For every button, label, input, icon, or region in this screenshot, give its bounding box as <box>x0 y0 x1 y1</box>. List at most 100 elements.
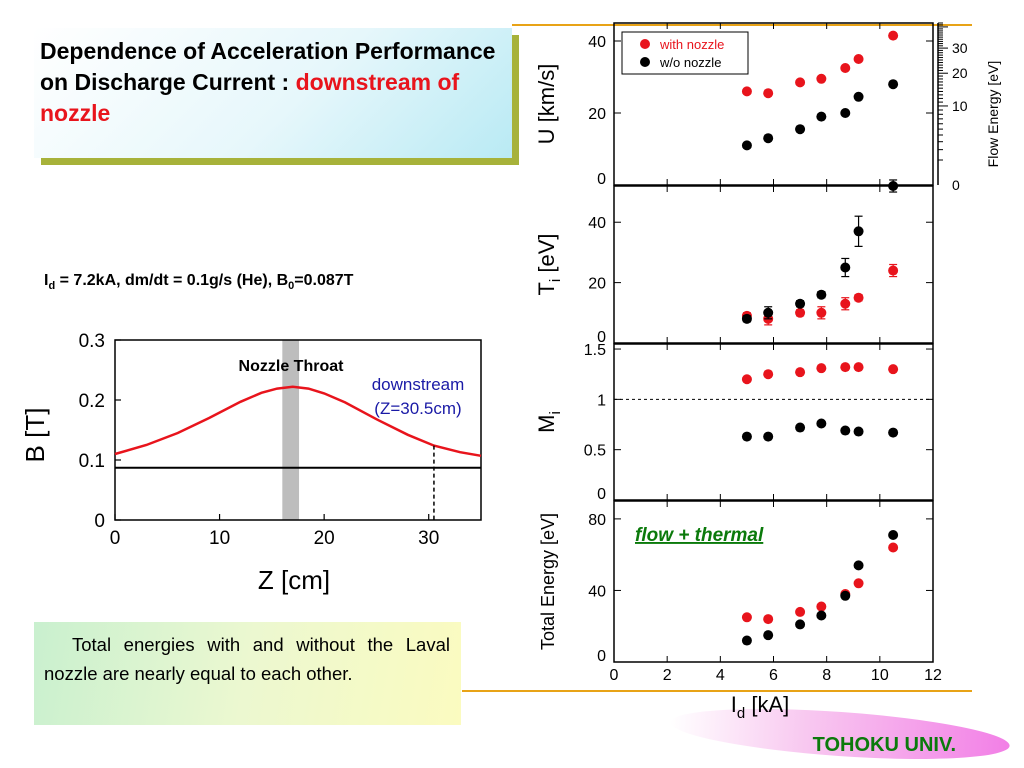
cond-current-symbol: I <box>44 272 49 289</box>
y-tick-label: 1.5 <box>584 342 606 359</box>
y-axis-label: Ti [eV] <box>534 233 564 295</box>
x-axis-label-unit: [kA] <box>745 692 789 717</box>
y-tick-label: 0.2 <box>79 391 105 412</box>
point-without-nozzle <box>840 590 851 601</box>
nozzle-throat-band <box>282 340 300 520</box>
plot-frame <box>114 339 482 521</box>
footer-university: TOHOKU UNIV. <box>812 734 956 756</box>
y-tick-label: 20 <box>588 106 606 123</box>
point-without-nozzle <box>853 91 864 102</box>
point-with-nozzle <box>888 364 899 375</box>
point-without-nozzle <box>795 422 806 433</box>
y-tick-label: 0 <box>597 171 606 188</box>
x-axis-label-text: I <box>731 692 737 717</box>
point-with-nozzle <box>840 298 851 309</box>
point-without-nozzle <box>888 529 899 540</box>
x-axis-label: Z [cm] <box>258 565 330 595</box>
point-with-nozzle <box>888 265 899 276</box>
field-profile-line <box>114 385 482 458</box>
legend-box <box>621 31 749 75</box>
panel-3: 0 0.5 1 1.5 Mi <box>534 342 934 503</box>
note-text: Total energies with and without the Lava… <box>44 634 450 684</box>
accent-line-bottom <box>462 690 972 692</box>
x-tick-label: 12 <box>924 667 942 684</box>
y-tick-label: 0 <box>597 648 606 665</box>
point-with-nozzle <box>853 578 864 589</box>
point-with-nozzle <box>816 363 827 374</box>
point-with-nozzle <box>816 601 827 612</box>
point-with-nozzle <box>763 369 774 380</box>
y-axis-label-sub: i <box>547 279 564 282</box>
y-tick-label: 1 <box>597 392 606 409</box>
point-with-nozzle <box>795 77 806 88</box>
point-with-nozzle <box>853 54 864 64</box>
point-without-nozzle <box>853 226 864 237</box>
downstream-label: downstream <box>372 375 465 394</box>
point-without-nozzle <box>853 560 864 571</box>
panel-frame <box>613 185 934 344</box>
cond-current-sub: d <box>48 280 56 293</box>
point-with-nozzle <box>853 292 864 303</box>
panel-annotation: flow + thermal <box>635 525 764 546</box>
y-tick-label: 0 <box>597 486 606 503</box>
point-without-nozzle <box>741 635 752 646</box>
point-without-nozzle <box>888 427 899 438</box>
y-axis-label-sub: i <box>547 411 564 414</box>
y-tick-label: 0 <box>597 329 606 346</box>
point-with-nozzle <box>888 30 899 41</box>
secondary-tick-label: 0 <box>952 177 960 193</box>
nozzle-throat-label: Nozzle Throat <box>239 358 345 375</box>
point-with-nozzle <box>741 86 752 97</box>
x-tick-label: 30 <box>418 528 439 549</box>
downstream-position-label: (Z=30.5cm) <box>374 399 461 418</box>
y-axis-label-text: T <box>534 282 559 295</box>
point-with-nozzle <box>795 307 806 318</box>
panel-1: 0 20 40 U [km/s] 0 10 20 30 Flow Energy [eV] with… <box>534 22 1001 193</box>
point-without-nozzle <box>840 108 851 118</box>
y-axis-label-text: Total Energy [eV] <box>538 513 558 650</box>
note-box: Total energies with and without the Lava… <box>34 622 461 725</box>
y-axis-label-unit: [eV] <box>534 233 559 278</box>
point-with-nozzle <box>795 606 806 617</box>
cond-text-2: =0.087T <box>294 272 354 289</box>
point-without-nozzle <box>763 630 774 641</box>
legend-entry: with nozzle <box>659 37 724 52</box>
secondary-tick-label: 10 <box>952 98 968 114</box>
cond-field-sub: 0 <box>288 280 295 293</box>
y-tick-label: 0.1 <box>79 451 105 472</box>
accent-line-top <box>512 24 972 26</box>
point-without-nozzle <box>816 418 827 429</box>
y-axis-label: U [km/s] <box>534 64 559 145</box>
point-without-nozzle <box>888 79 899 90</box>
x-tick-label: 2 <box>663 667 672 684</box>
point-with-nozzle <box>840 63 851 73</box>
y-tick-label: 20 <box>588 276 606 293</box>
x-tick-label: 0 <box>610 667 619 684</box>
secondary-axis-label: Flow Energy [eV] <box>985 61 1001 168</box>
panel-frame <box>613 343 934 501</box>
point-with-nozzle <box>816 73 827 84</box>
point-with-nozzle <box>741 374 752 385</box>
panel-4: 0 40 80 Total Energy [eV] flow + thermal <box>538 500 934 665</box>
point-without-nozzle <box>816 111 827 122</box>
point-with-nozzle <box>840 362 851 373</box>
point-without-nozzle <box>853 426 864 437</box>
x-tick-label: 0 <box>110 528 121 549</box>
y-axis-label: Total Energy [eV] <box>538 513 558 650</box>
y-tick-label: 40 <box>588 583 606 600</box>
point-without-nozzle <box>795 619 806 630</box>
point-with-nozzle <box>741 612 752 623</box>
y-tick-label: 0 <box>94 511 105 532</box>
point-without-nozzle <box>840 262 851 273</box>
y-axis-label: B [T] <box>20 408 50 463</box>
title-highlight: downstream of nozzle <box>40 69 460 126</box>
x-tick-label: 8 <box>822 667 831 684</box>
title-box: Dependence of Acceleration Performance o… <box>34 28 512 158</box>
cond-text-1: = 7.2kA, dm/dt = 0.1g/s (He), B <box>55 272 289 289</box>
point-without-nozzle <box>795 124 806 135</box>
point-with-nozzle <box>816 307 827 318</box>
point-without-nozzle <box>840 425 851 436</box>
x-tick-label: 4 <box>716 667 725 684</box>
y-tick-label: 0.5 <box>584 443 606 460</box>
y-axis-label: Mi <box>534 411 564 433</box>
